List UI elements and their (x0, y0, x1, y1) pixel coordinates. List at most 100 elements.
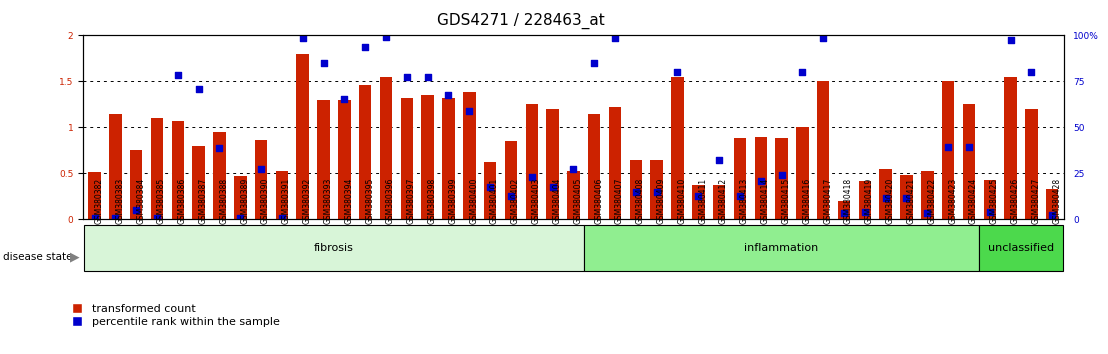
Bar (567, 171, 579, 219)
Bar (463, 92, 475, 219)
Point (565, 166, 583, 172)
Bar (1004, 77, 1017, 219)
Bar (584, 225, 979, 271)
Text: GSM380382: GSM380382 (94, 178, 103, 224)
Bar (650, 160, 663, 219)
Bar (979, 225, 1063, 271)
Point (648, 189, 666, 195)
Bar (317, 100, 330, 219)
Bar (629, 160, 643, 219)
Bar (921, 171, 934, 219)
Bar (442, 98, 454, 219)
Point (814, 35, 832, 41)
Text: GSM380405: GSM380405 (574, 177, 583, 224)
Text: ▶: ▶ (70, 250, 80, 263)
Point (273, 215, 290, 221)
Point (668, 69, 686, 75)
Text: GSM380419: GSM380419 (865, 178, 874, 224)
Text: GSM380422: GSM380422 (927, 178, 936, 224)
Bar (963, 104, 975, 219)
Text: GSM380393: GSM380393 (324, 177, 332, 224)
Text: GSM380421: GSM380421 (906, 178, 915, 224)
Point (585, 60, 603, 66)
Point (148, 215, 166, 221)
Bar (733, 138, 746, 219)
Bar (193, 146, 205, 219)
Text: GSM380428: GSM380428 (1053, 178, 1061, 224)
Bar (484, 162, 496, 219)
Text: GSM380399: GSM380399 (449, 177, 458, 224)
Legend: transformed count, percentile rank within the sample: transformed count, percentile rank withi… (61, 299, 285, 332)
Text: GSM380418: GSM380418 (844, 178, 853, 224)
Point (919, 210, 936, 216)
Point (523, 174, 541, 180)
Text: GSM380417: GSM380417 (823, 178, 832, 224)
Bar (546, 109, 558, 219)
Point (1002, 37, 1019, 43)
Bar (712, 184, 726, 219)
Text: GSM380406: GSM380406 (594, 177, 603, 224)
Bar (880, 169, 892, 219)
Text: GSM380414: GSM380414 (761, 178, 770, 224)
Point (940, 144, 957, 150)
Text: GSM380411: GSM380411 (698, 178, 707, 224)
Text: GSM380395: GSM380395 (366, 177, 375, 224)
Bar (234, 176, 246, 219)
Bar (172, 121, 184, 219)
Text: GSM380387: GSM380387 (198, 178, 207, 224)
Text: GSM380410: GSM380410 (677, 178, 687, 224)
Point (1044, 212, 1061, 218)
Point (627, 189, 645, 195)
Bar (255, 140, 267, 219)
Point (253, 166, 270, 172)
Bar (89, 172, 101, 219)
Text: fibrosis: fibrosis (314, 243, 353, 253)
Text: GSM380423: GSM380423 (948, 178, 957, 224)
Text: disease state: disease state (3, 252, 73, 262)
Point (294, 35, 311, 41)
Text: GSM380409: GSM380409 (657, 177, 666, 224)
Point (710, 157, 728, 162)
Text: GSM380388: GSM380388 (219, 178, 228, 224)
Text: GSM380398: GSM380398 (428, 178, 437, 224)
Text: GSM380383: GSM380383 (115, 178, 124, 224)
Bar (130, 150, 143, 219)
Point (211, 145, 228, 150)
Point (168, 72, 186, 78)
Point (606, 35, 624, 41)
Point (897, 195, 915, 201)
Point (357, 45, 375, 50)
Text: GDS4271 / 228463_at: GDS4271 / 228463_at (437, 12, 605, 29)
Point (419, 74, 437, 80)
Point (315, 60, 332, 66)
Text: GSM380402: GSM380402 (511, 178, 520, 224)
Point (481, 184, 499, 190)
Text: GSM380412: GSM380412 (719, 178, 728, 224)
Bar (84, 225, 584, 271)
Point (876, 195, 894, 201)
Point (961, 144, 978, 150)
Point (981, 209, 998, 215)
Bar (942, 81, 954, 219)
Point (440, 92, 458, 98)
Bar (755, 137, 767, 219)
Text: GSM380396: GSM380396 (386, 177, 396, 224)
Bar (401, 98, 413, 219)
Bar (359, 85, 371, 219)
Text: GSM380397: GSM380397 (407, 177, 416, 224)
Point (752, 178, 770, 184)
Bar (297, 54, 309, 219)
Point (1023, 69, 1040, 75)
Bar (213, 132, 226, 219)
Point (336, 96, 353, 102)
Bar (692, 184, 705, 219)
Text: GSM380401: GSM380401 (490, 178, 499, 224)
Point (232, 215, 249, 221)
Bar (859, 181, 871, 219)
Text: GSM380416: GSM380416 (802, 178, 811, 224)
Text: GSM380424: GSM380424 (970, 178, 978, 224)
Text: GSM380391: GSM380391 (281, 178, 291, 224)
Text: GSM380408: GSM380408 (636, 178, 645, 224)
Bar (776, 138, 788, 219)
Text: GSM380400: GSM380400 (470, 177, 479, 224)
